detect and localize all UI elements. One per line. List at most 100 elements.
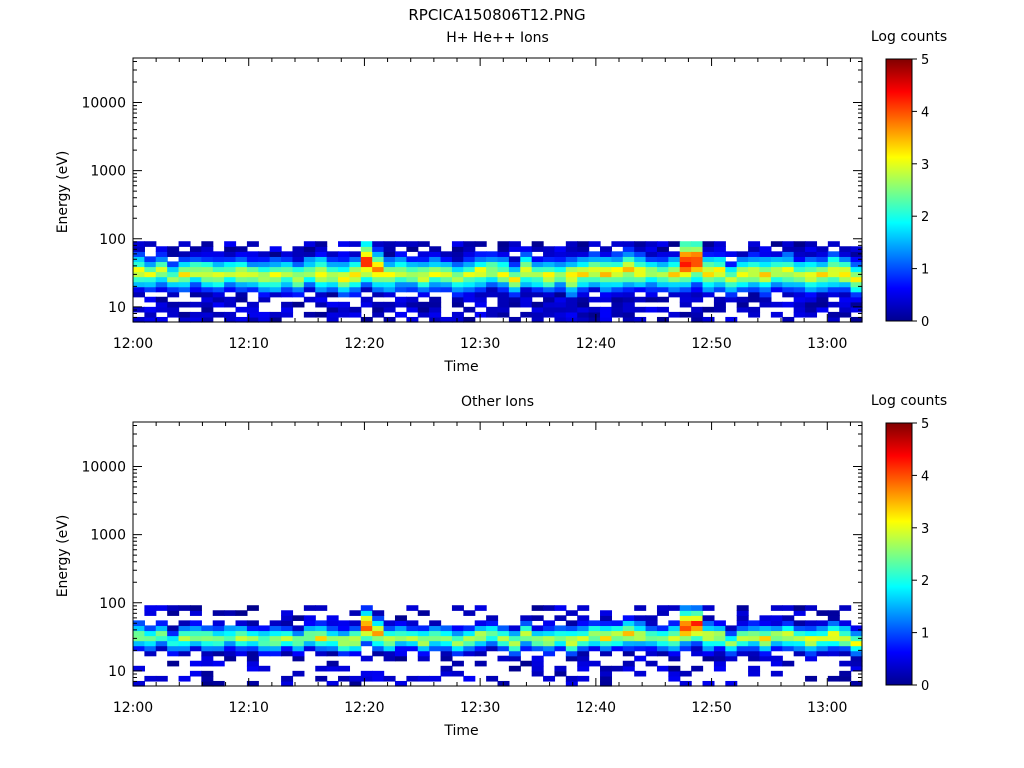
spectrogram-cell [338,266,351,273]
spectrogram-cell [178,645,191,652]
spectrogram-cell [224,296,237,303]
spectrogram-cell [577,291,590,298]
spectrogram-cell [634,615,647,621]
spectrogram-cell [588,256,601,263]
spectrogram-cell [748,256,761,263]
spectrogram-cell [201,311,214,318]
spectrogram-cell [417,256,430,263]
spectrogram-cell [144,650,157,657]
spectrogram-cell [679,670,692,677]
spectrogram-cell [645,251,658,257]
spectrogram-cell [258,630,271,637]
spectrogram-cell [394,251,407,257]
spectrogram-cell [577,281,590,288]
spectrogram-cell [645,256,658,263]
spectrogram-cell [748,645,761,652]
spectrogram-cell [406,256,419,263]
spectrogram-cell [497,256,510,263]
spectrogram-cell [463,625,476,632]
spectrogram-cell [394,271,407,278]
spectrogram-cell [508,316,521,323]
spectrogram-cell [850,286,863,293]
spectrogram-cell [668,311,681,318]
spectrogram-cell [429,246,442,252]
spectrogram-cell [315,311,328,318]
spectrogram-cell [668,256,681,263]
spectrogram-cell [258,266,271,273]
spectrogram-cell [394,645,407,652]
spectrogram-cell [577,286,590,293]
spectrogram-cell [383,306,396,313]
spectrogram-cell [189,620,202,627]
spectrogram-cell [360,635,373,642]
spectrogram-cell [474,286,487,293]
spectrogram-cell [668,286,681,293]
spectrogram-cell [805,271,818,278]
spectrogram-cell [326,276,339,283]
spectrogram-cell [360,610,373,616]
spectrogram-cell [691,271,704,278]
spectrogram-cell [133,276,145,283]
spectrogram-cell [622,281,635,288]
spectrogram-cell [224,256,237,263]
spectrogram-cell [189,316,202,323]
spectrogram-cell [600,675,613,682]
spectrogram-cell [235,635,248,642]
spectrogram-cell [155,301,168,308]
spectrogram-cell [827,615,840,621]
colorbar-tick-label: 1 [921,627,929,642]
spectrogram-cell [634,246,647,252]
spectrogram-cell [486,625,499,632]
spectrogram-cell [246,266,259,273]
spectrogram-cell [543,251,556,257]
spectrogram-cell [372,256,385,263]
spectrogram-cell [372,640,385,647]
spectrogram-cell [679,291,692,298]
spectrogram-cell [451,291,464,298]
spectrogram-cell [805,241,818,247]
spectrogram-cell [326,271,339,278]
spectrogram-cell [816,306,829,313]
spectrogram-cell [303,311,316,318]
spectrogram-cell [725,640,738,647]
spectrogram-cell [292,670,305,677]
spectrogram-cell [736,251,749,257]
spectrogram-cell [725,276,738,283]
spectrogram-cell [417,306,430,313]
spectrogram-cell [827,281,840,288]
spectrogram-cell [155,620,168,627]
spectrogram-cell [565,635,578,642]
spectrogram-cell [554,256,567,263]
spectrogram-cell [588,311,601,318]
spectrogram-cell [600,610,613,616]
spectrogram-cell [827,675,840,682]
spectrogram-cell [759,296,772,303]
spectrogram-cell [577,306,590,313]
spectrogram-cell [258,316,271,323]
spectrogram-cell [839,256,852,263]
spectrogram-cell [269,261,282,268]
spectrogram-cell [394,615,407,621]
spectrogram-cell [201,645,214,652]
spectrogram-cell [713,640,726,647]
spectrogram-cell [372,276,385,283]
spectrogram-cell [315,640,328,647]
spectrogram-cell [383,256,396,263]
spectrogram-cell [691,266,704,273]
spectrogram-cell [360,241,373,247]
spectrogram-cell [839,301,852,308]
spectrogram-cell [394,261,407,268]
spectrogram-cell [201,680,214,687]
spectrogram-cell [281,276,294,283]
spectrogram-cell [167,261,180,268]
spectrogram-cell [474,251,487,257]
spectrogram-cell [212,256,225,263]
spectrogram-cell [827,276,840,283]
spectrogram-cell [713,645,726,652]
spectrogram-cell [759,625,772,632]
spectrogram-cell [497,640,510,647]
spectrogram-cell [622,311,635,318]
spectrogram-cell [600,276,613,283]
spectrogram-cell [258,311,271,318]
spectrogram-cell [759,650,772,657]
